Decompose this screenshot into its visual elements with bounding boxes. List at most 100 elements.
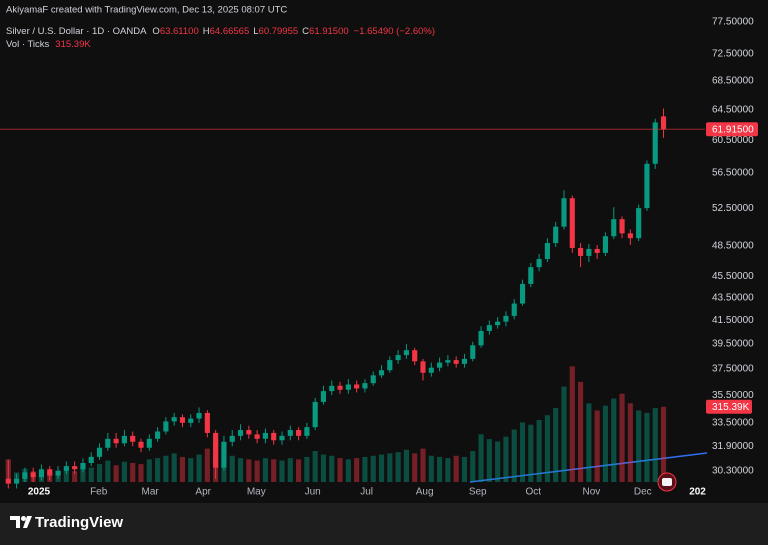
candle-body: [420, 361, 426, 373]
volume-bar: [312, 450, 318, 482]
x-tick-label: Jun: [305, 487, 321, 498]
volume-bar: [246, 459, 252, 482]
volume-bar: [337, 458, 343, 482]
x-tick-label: Sep: [469, 487, 487, 498]
candle-body: [105, 438, 111, 448]
volume-badge: [706, 399, 752, 414]
volume-bar: [636, 410, 642, 482]
ohlc-key: O: [152, 26, 159, 37]
y-tick-label: 48.50000: [712, 241, 754, 252]
candle-body: [80, 463, 86, 470]
candle-body: [561, 198, 567, 227]
symbol-line: Silver / U.S. Dollar · 1D · OANDA O63.611…: [6, 26, 435, 37]
volume-bar: [96, 464, 103, 482]
volume-bar: [271, 459, 277, 482]
volume-bar: [519, 422, 526, 482]
candle-body: [196, 412, 202, 419]
volume-bar: [196, 454, 202, 482]
brand-name: TradingView: [35, 514, 123, 531]
volume-bar: [578, 381, 584, 482]
y-tick-label: 41.50000: [712, 315, 754, 326]
candle-body: [237, 430, 244, 436]
candle-body: [636, 208, 642, 239]
candle-body: [30, 472, 36, 478]
volume-bar: [412, 453, 418, 482]
volume-bar: [72, 471, 78, 482]
volume-bar: [486, 439, 492, 482]
candle-body: [528, 267, 534, 284]
volume-bar: [420, 448, 426, 482]
x-tick-label: May: [247, 487, 266, 498]
x-tick-label: Mar: [142, 487, 160, 498]
candle-body: [544, 243, 550, 259]
ohlc-value: 60.79955: [259, 26, 299, 37]
candle-body: [213, 432, 219, 468]
volume-bar: [138, 464, 144, 482]
volume-bar: [378, 454, 385, 482]
volume-bar: [146, 459, 152, 482]
candle-body: [519, 283, 526, 304]
volume-value: 315.39K: [55, 39, 91, 50]
volume-bar: [594, 410, 600, 482]
candle-body: [660, 116, 667, 130]
candle-body: [627, 233, 633, 239]
candle-body: [337, 385, 343, 390]
candle-body: [354, 384, 360, 389]
candle-body: [652, 122, 658, 164]
x-tick-label: 202: [689, 487, 706, 498]
volume-line: Vol · Ticks 315.39K: [6, 39, 91, 50]
volume-bar: [80, 468, 86, 482]
candle-body: [279, 435, 285, 441]
volume-bar: [88, 467, 94, 482]
volume-bar: [602, 405, 609, 482]
volume-bar: [652, 408, 658, 482]
candle-body: [611, 219, 617, 237]
x-tick-label: Dec: [634, 487, 652, 498]
y-tick-label: 56.50000: [712, 168, 754, 179]
candle-body: [553, 226, 559, 244]
volume-bar: [329, 455, 335, 482]
x-tick-label: Apr: [195, 487, 211, 498]
candle-body: [96, 447, 103, 457]
volume-bar: [204, 448, 210, 482]
credit: AkiyamaF created with TradingView.com, D…: [6, 5, 287, 16]
volume-bar: [403, 449, 409, 482]
volume-bar: [370, 455, 376, 482]
volume-bar: [113, 465, 119, 482]
candle-body: [329, 385, 335, 392]
volume-bar: [511, 429, 517, 482]
candle-body: [320, 391, 327, 402]
candle-body: [602, 236, 609, 253]
candle-body: [536, 258, 542, 268]
x-tick-label: Feb: [90, 487, 108, 498]
y-tick-label: 64.50000: [712, 104, 754, 115]
ohlc-key: L: [253, 26, 258, 37]
ohlc-value: 63.61100: [160, 26, 199, 37]
candle-body: [47, 469, 53, 476]
volume-bar: [470, 450, 476, 482]
last-price-badge: [706, 122, 758, 137]
candle-body: [229, 435, 235, 442]
volume-bar: [345, 459, 351, 482]
y-tick-label: 39.50000: [712, 339, 754, 350]
candle-body: [72, 466, 78, 470]
candle-body: [495, 321, 501, 326]
candle-body: [619, 219, 625, 234]
ohlc-value: 61.91500: [309, 26, 349, 37]
volume-bar: [229, 455, 235, 482]
candle-body: [304, 427, 310, 436]
candle-body: [578, 247, 584, 256]
candle-body: [14, 478, 20, 484]
candle-body: [345, 384, 351, 390]
flag-icon: [657, 472, 677, 492]
volume-badge-label: 315.39K: [712, 402, 750, 413]
candle-body: [461, 358, 468, 364]
volume-bar: [171, 453, 177, 482]
x-tick-label: Oct: [526, 487, 542, 498]
candle-body: [586, 248, 592, 256]
candle-body: [63, 466, 69, 471]
volume-bar: [611, 398, 617, 482]
candle-body: [503, 315, 509, 322]
